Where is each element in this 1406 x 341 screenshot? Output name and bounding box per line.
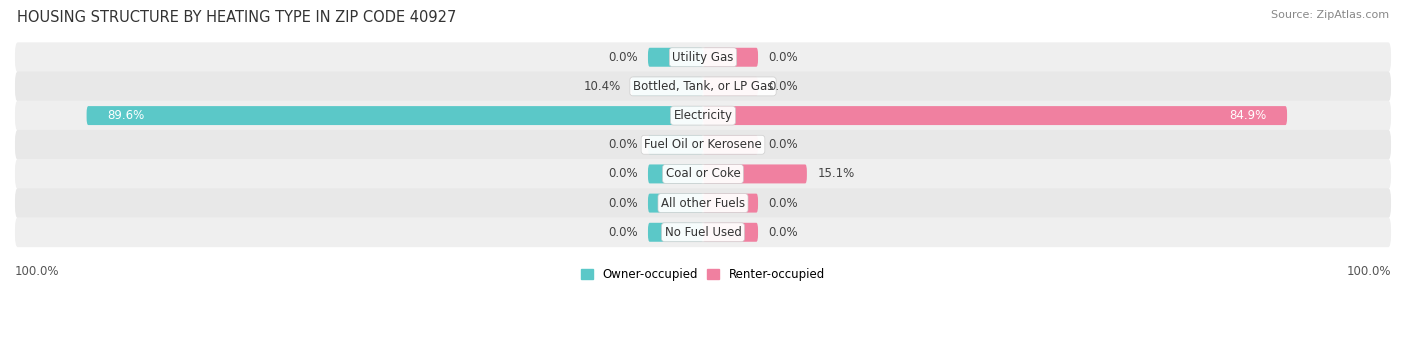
Text: 0.0%: 0.0%	[768, 197, 799, 210]
FancyBboxPatch shape	[648, 164, 703, 183]
Text: 0.0%: 0.0%	[768, 138, 799, 151]
Text: 15.1%: 15.1%	[817, 167, 855, 180]
FancyBboxPatch shape	[15, 101, 1391, 131]
Text: 100.0%: 100.0%	[1347, 265, 1391, 278]
Text: 0.0%: 0.0%	[768, 51, 799, 64]
FancyBboxPatch shape	[703, 48, 758, 67]
FancyBboxPatch shape	[15, 159, 1391, 189]
FancyBboxPatch shape	[648, 135, 703, 154]
Text: Source: ZipAtlas.com: Source: ZipAtlas.com	[1271, 10, 1389, 20]
Text: 0.0%: 0.0%	[607, 138, 638, 151]
FancyBboxPatch shape	[703, 194, 758, 212]
Text: Fuel Oil or Kerosene: Fuel Oil or Kerosene	[644, 138, 762, 151]
Text: 10.4%: 10.4%	[583, 80, 621, 93]
Text: 0.0%: 0.0%	[607, 51, 638, 64]
FancyBboxPatch shape	[703, 164, 807, 183]
Text: HOUSING STRUCTURE BY HEATING TYPE IN ZIP CODE 40927: HOUSING STRUCTURE BY HEATING TYPE IN ZIP…	[17, 10, 456, 25]
FancyBboxPatch shape	[15, 188, 1391, 218]
Text: All other Fuels: All other Fuels	[661, 197, 745, 210]
FancyBboxPatch shape	[648, 194, 703, 212]
Text: Electricity: Electricity	[673, 109, 733, 122]
Text: Coal or Coke: Coal or Coke	[665, 167, 741, 180]
Text: 84.9%: 84.9%	[1229, 109, 1267, 122]
Text: No Fuel Used: No Fuel Used	[665, 226, 741, 239]
FancyBboxPatch shape	[15, 130, 1391, 160]
Text: 0.0%: 0.0%	[768, 80, 799, 93]
Legend: Owner-occupied, Renter-occupied: Owner-occupied, Renter-occupied	[576, 264, 830, 286]
Text: Bottled, Tank, or LP Gas: Bottled, Tank, or LP Gas	[633, 80, 773, 93]
FancyBboxPatch shape	[631, 77, 703, 96]
FancyBboxPatch shape	[703, 106, 1286, 125]
Text: 89.6%: 89.6%	[107, 109, 145, 122]
Text: Utility Gas: Utility Gas	[672, 51, 734, 64]
FancyBboxPatch shape	[703, 135, 758, 154]
FancyBboxPatch shape	[703, 77, 758, 96]
Text: 0.0%: 0.0%	[607, 197, 638, 210]
FancyBboxPatch shape	[15, 72, 1391, 101]
FancyBboxPatch shape	[703, 223, 758, 242]
FancyBboxPatch shape	[648, 48, 703, 67]
Text: 100.0%: 100.0%	[15, 265, 59, 278]
FancyBboxPatch shape	[648, 223, 703, 242]
Text: 0.0%: 0.0%	[768, 226, 799, 239]
Text: 0.0%: 0.0%	[607, 226, 638, 239]
FancyBboxPatch shape	[15, 218, 1391, 247]
Text: 0.0%: 0.0%	[607, 167, 638, 180]
FancyBboxPatch shape	[87, 106, 703, 125]
FancyBboxPatch shape	[15, 42, 1391, 72]
